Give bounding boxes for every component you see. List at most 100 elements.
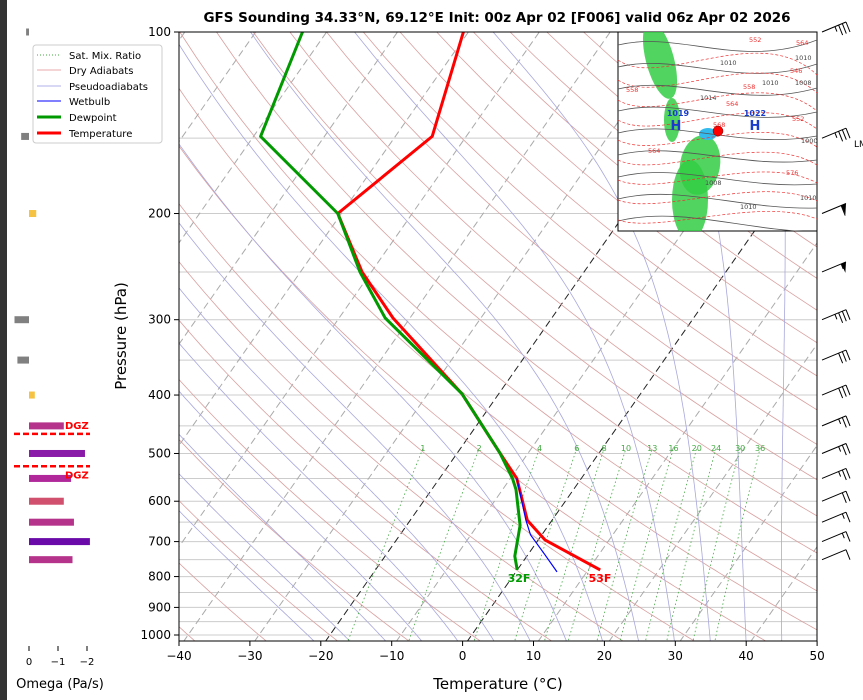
barb-staff: [821, 531, 847, 543]
x-tick-label: 30: [668, 649, 683, 663]
high-pressure-letter: H: [671, 119, 682, 134]
y-tick-label: 700: [148, 535, 171, 549]
dewpoint-line: [259, 32, 522, 571]
wetbulb-line: [516, 478, 558, 573]
height-contour: [618, 92, 817, 112]
isobar-contour: [618, 63, 817, 74]
dry-adiabat: [399, 32, 817, 377]
wind-barb: [821, 203, 847, 216]
precip-area: [664, 98, 680, 142]
dry-adiabat: [179, 438, 410, 641]
x-tick-label: 10: [526, 649, 541, 663]
mixing-ratio-line: [544, 448, 605, 641]
contour-label: 552: [749, 36, 761, 44]
pseudoadiabat: [179, 390, 423, 641]
barb-staff: [821, 127, 847, 139]
barb-full: [838, 312, 844, 323]
omega-bar: [29, 474, 72, 482]
pseudoadiabat: [179, 143, 567, 641]
contour-label: 576: [786, 169, 798, 177]
pseudoadiabat: [492, 32, 711, 641]
y-tick-label: 800: [148, 570, 171, 584]
surface-map-inset: 1010 1014 1010 1010 1008 1000 1008 1010 1010 564 5…: [617, 31, 818, 232]
dry-adiabat: [179, 32, 817, 592]
wind-barb: [821, 490, 851, 503]
contour-label: 568: [713, 121, 725, 129]
barb-full: [845, 549, 851, 560]
omega-panel: DGZ DGZ 0 −1 −2: [14, 28, 94, 668]
wind-barb: [821, 349, 851, 364]
barb-full: [841, 492, 847, 503]
height-contour: [618, 171, 817, 185]
barb-half: [838, 418, 842, 425]
mixing-ratio-label: 24: [711, 444, 721, 453]
barb-staff: [821, 443, 847, 454]
location-marker: [712, 125, 724, 137]
profiles: [259, 32, 601, 573]
mixing-ratio-line: [347, 448, 424, 641]
omega-bar: [29, 518, 74, 526]
legend-dry: Dry Adiabats: [69, 66, 133, 77]
omega-bar: [29, 497, 64, 505]
legend: Sat. Mix. Ratio Dry Adiabats Pseudoadiab…: [32, 44, 163, 144]
barb-staff: [821, 490, 847, 502]
barb-full: [838, 352, 844, 364]
mixing-ratio-label: 20: [692, 444, 702, 453]
contour-label: 1014: [700, 94, 717, 102]
barb-full: [845, 491, 851, 502]
barb-flag: [841, 203, 846, 215]
height-contour: [618, 52, 817, 76]
pseudoadiabat: [354, 32, 675, 641]
y-tick-label: 600: [148, 494, 171, 508]
contour-label: 1008: [705, 179, 722, 187]
wind-barb: [821, 467, 851, 481]
barb-half: [834, 26, 838, 32]
precip-area: [672, 160, 708, 231]
mixing-ratio-label: 1: [420, 444, 425, 453]
x-tick-label: 0: [459, 649, 467, 663]
omega-bar: [29, 391, 35, 399]
mixing-ratio-line: [596, 448, 653, 641]
pseudoadiabat: [250, 32, 639, 641]
barb-half: [841, 513, 845, 519]
barb-staff: [821, 549, 847, 561]
dry-adiabat: [179, 378, 481, 641]
legend-dewpoint: Dewpoint: [69, 113, 117, 124]
barb-full: [841, 311, 847, 322]
barb-staff: [821, 309, 847, 321]
barb-full: [845, 349, 851, 361]
contour-label: 1008: [795, 79, 812, 87]
mixing-ratio-line: [619, 448, 674, 641]
mixing-ratio-line: [645, 448, 698, 641]
barb-full: [841, 386, 847, 397]
barb-half: [841, 532, 845, 539]
contour-label: 1010: [795, 54, 812, 62]
barb-full: [845, 531, 851, 542]
barb-full: [840, 205, 846, 216]
dry-adiabat: [472, 32, 817, 311]
height-contour: [618, 112, 817, 130]
isotherm: [179, 32, 399, 346]
contour-label: 1000: [801, 137, 818, 145]
mixing-ratio-label: 10: [621, 444, 631, 453]
pseudoadiabat: [179, 473, 351, 641]
pseudoadiabat: [179, 510, 315, 641]
barb-full: [845, 468, 851, 479]
dry-adiabat: [179, 500, 339, 641]
mixing-ratio-label: 4: [537, 444, 542, 453]
barb-full: [845, 443, 851, 454]
wind-barbs: [821, 21, 851, 561]
barb-full: [845, 415, 851, 427]
barb-half: [834, 314, 838, 320]
omega-bar: [29, 422, 64, 430]
barb-full: [841, 23, 847, 34]
high-pressure-value: 1019: [667, 109, 690, 118]
surface-temp-label: 53F: [589, 572, 612, 585]
isobar-contour: [618, 193, 817, 209]
wind-barb: [821, 443, 851, 456]
wind-barb: [821, 511, 851, 523]
omega-bar: [14, 316, 29, 324]
contour-label: 564: [648, 147, 660, 155]
dry-adiabat: [289, 32, 817, 481]
